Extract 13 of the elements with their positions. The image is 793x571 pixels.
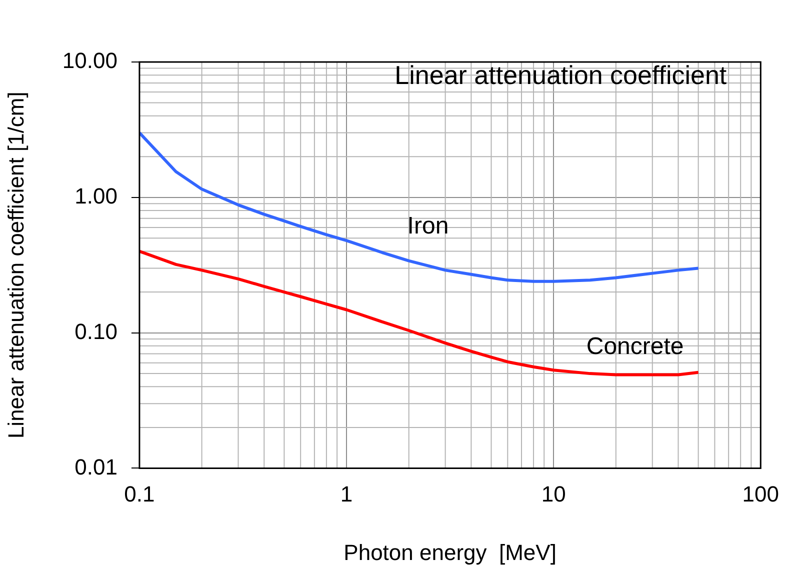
y-tick-label: 0.10 [74,318,118,344]
chart-title: Linear attenuation coefficient [394,60,728,90]
y-tick-label: 0.01 [74,454,118,480]
x-tick-label: 0.1 [124,481,155,506]
x-tick-label: 1 [340,481,353,506]
x-axis-title: Photon energy [MeV] [344,540,556,565]
y-tick-label: 1.00 [74,183,118,208]
x-tick-label: 100 [742,481,780,506]
y-axis-title: Linear attenuation coefficient [1/cm] [3,92,28,439]
x-tick-label: 10 [541,481,566,506]
y-tick-label: 10.00 [62,48,118,74]
series-label: Concrete [586,333,684,360]
series-label: Iron [407,212,449,240]
